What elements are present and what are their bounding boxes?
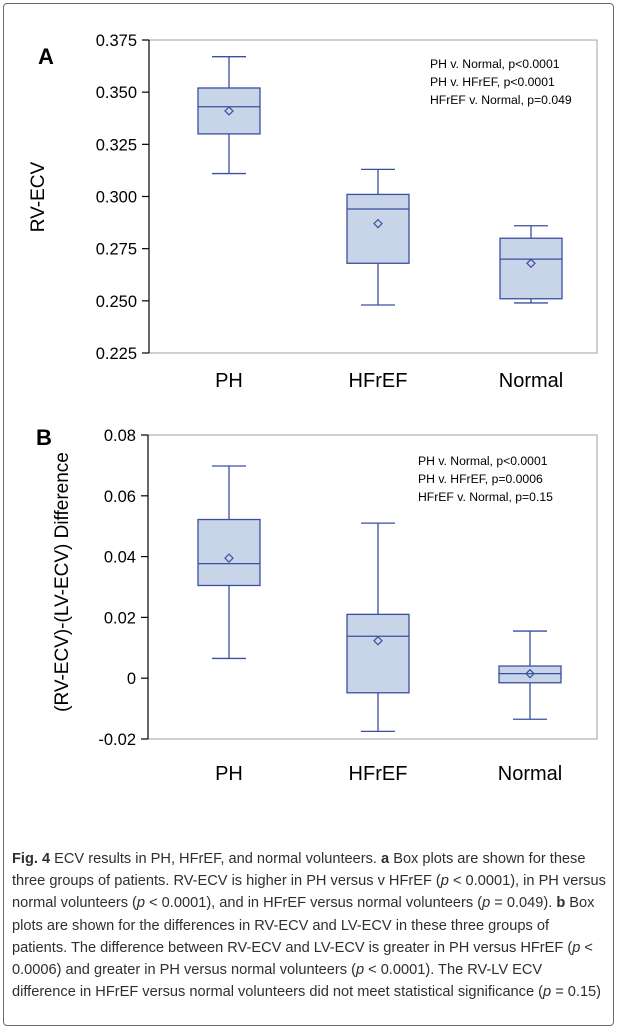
caption-p-symbol: p: [136, 895, 146, 912]
mean-marker: [526, 258, 536, 269]
annotation-text: HFrEF v. Normal, p=0.15: [418, 490, 553, 504]
caption-text: Box plots are shown for these three grou…: [12, 851, 586, 890]
annotation-text: PH v. HFrEF, p<0.0001: [430, 75, 555, 89]
chart-panel-a: 0.225 0.250 0.275 0.300 0.325 0.350 0.375 RV-EC…: [28, 32, 598, 392]
y-tick-label: 0: [127, 670, 136, 688]
caption-text: = 0.049).: [490, 895, 557, 912]
annotation-text: PH v. Normal, p<0.0001: [430, 57, 560, 71]
y-tick-label: 0.325: [96, 136, 137, 154]
y-tick-label: 0.02: [104, 609, 136, 627]
y-tick-label: 0.08: [104, 427, 136, 445]
y-axis-label: RV-ECV: [28, 161, 49, 232]
caption-panel-b-ref: b: [556, 895, 566, 912]
annotation-text: PH v. HFrEF, p=0.0006: [418, 472, 543, 486]
caption-text: < 0.0006) and greater in PH versus norma…: [12, 939, 593, 979]
category-label: HFrEF: [349, 370, 408, 392]
caption-p-symbol: p: [572, 939, 581, 956]
y-axis-label: (RV-ECV)-(LV-ECV) Difference: [52, 452, 73, 712]
y-tick-label: 0.375: [96, 32, 137, 50]
figure-frame: [3, 3, 614, 1026]
panel-label: B: [36, 425, 52, 450]
y-tick-label: 0.06: [104, 488, 136, 506]
y-tick-label: 0.225: [96, 345, 137, 363]
category-label: PH: [215, 370, 243, 392]
caption-text: = 0.15): [551, 984, 602, 1001]
y-tick-label: 0.300: [96, 189, 137, 207]
mean-marker: [525, 668, 535, 679]
mean-marker: [224, 106, 234, 116]
category-label: Normal: [498, 763, 562, 785]
box-hfref: [346, 193, 410, 264]
caption-figure-label: Fig. 4: [12, 851, 51, 867]
category-label: HFrEF: [349, 763, 408, 785]
category-label: Normal: [499, 370, 563, 392]
y-tick-label: 0.275: [96, 241, 137, 259]
y-tick-label: 0.250: [96, 293, 137, 311]
box-ph: [197, 87, 261, 135]
mean-marker: [373, 218, 383, 229]
caption-panel-a-ref: a: [381, 851, 390, 867]
figure-caption: Fig. 4 ECV results in PH, HFrEF, and nor…: [12, 848, 608, 1003]
y-tick-label: 0.350: [96, 84, 137, 102]
chart-panel-b: -0.02 0 0.02 0.04 0.06 0.08 (RV-ECV)-(LV-ECV) …: [36, 425, 598, 785]
caption-text: < 0.0001), in PH versus normal volunteer…: [12, 873, 606, 912]
caption-p-symbol: p: [355, 962, 365, 979]
y-tick-label: -0.02: [98, 731, 136, 749]
annotation-text: PH v. Normal, p<0.0001: [418, 454, 548, 468]
caption-text: Box plots are shown for the differences …: [12, 895, 595, 956]
caption-p-symbol: p: [440, 873, 449, 890]
caption-text: ECV results in PH, HFrEF, and normal vol…: [50, 851, 382, 867]
panel-label: A: [38, 44, 54, 69]
caption-p-symbol: p: [482, 895, 491, 912]
box-ph: [197, 518, 261, 587]
box-normal: [498, 665, 562, 684]
box-normal: [499, 237, 563, 300]
annotation-text: HFrEF v. Normal, p=0.049: [430, 93, 572, 107]
caption-text: < 0.0001). The RV-LV ECV difference in H…: [12, 962, 544, 1001]
mean-marker: [373, 635, 383, 646]
y-tick-label: 0.04: [104, 549, 136, 567]
caption-text: < 0.0001), and in HFrEF versus normal vo…: [145, 895, 483, 912]
category-label: PH: [215, 763, 243, 785]
mean-marker: [224, 553, 234, 563]
caption-p-symbol: p: [543, 984, 552, 1001]
box-hfref: [346, 613, 410, 694]
